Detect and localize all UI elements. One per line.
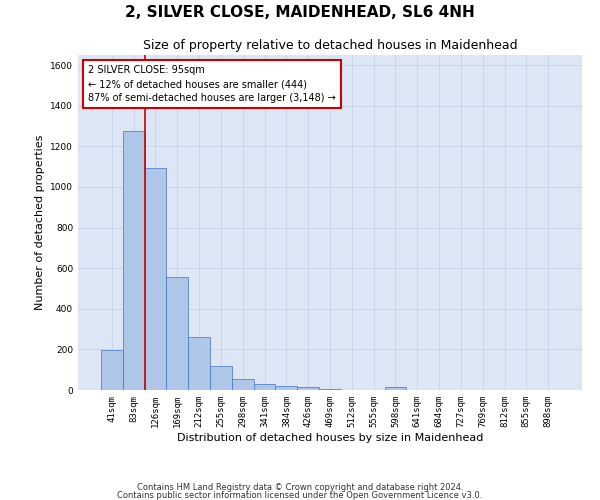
Text: 2, SILVER CLOSE, MAIDENHEAD, SL6 4NH: 2, SILVER CLOSE, MAIDENHEAD, SL6 4NH — [125, 5, 475, 20]
Y-axis label: Number of detached properties: Number of detached properties — [35, 135, 44, 310]
Bar — [319, 389, 341, 390]
X-axis label: Distribution of detached houses by size in Maidenhead: Distribution of detached houses by size … — [177, 432, 483, 442]
Bar — [232, 379, 254, 390]
Bar — [210, 366, 232, 390]
Bar — [101, 350, 123, 390]
Bar — [123, 131, 145, 390]
Text: 2 SILVER CLOSE: 95sqm
← 12% of detached houses are smaller (444)
87% of semi-det: 2 SILVER CLOSE: 95sqm ← 12% of detached … — [88, 65, 336, 103]
Bar — [385, 387, 406, 390]
Bar — [166, 278, 188, 390]
Text: Contains public sector information licensed under the Open Government Licence v3: Contains public sector information licen… — [118, 490, 482, 500]
Bar — [145, 168, 166, 390]
Bar — [275, 386, 297, 390]
Bar — [297, 387, 319, 390]
Bar — [254, 384, 275, 390]
Text: Contains HM Land Registry data © Crown copyright and database right 2024.: Contains HM Land Registry data © Crown c… — [137, 483, 463, 492]
Bar — [188, 337, 210, 390]
Title: Size of property relative to detached houses in Maidenhead: Size of property relative to detached ho… — [143, 40, 517, 52]
